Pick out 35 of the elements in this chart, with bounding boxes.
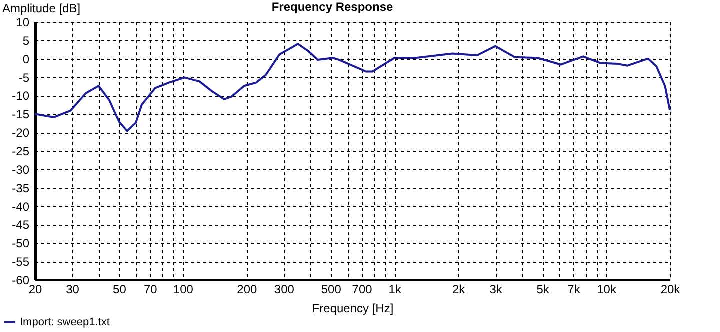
x-tick-label: 200 <box>237 282 258 296</box>
y-tick-label: -10 <box>12 89 30 104</box>
x-tick-label: 10k <box>597 282 618 296</box>
y-tick-label: -5 <box>18 70 30 85</box>
x-tick-label: 5k <box>536 282 550 296</box>
y-tick-label: 10 <box>16 16 30 30</box>
x-tick-label: 500 <box>321 282 342 296</box>
y-tick-label: -40 <box>12 200 30 214</box>
y-tick-label: -60 <box>12 274 30 288</box>
y-tick-label: 0 <box>22 52 30 66</box>
chart-title: Frequency Response <box>272 0 394 14</box>
legend-label: Import: sweep1.txt <box>20 316 110 328</box>
x-axis-title: Frequency [Hz] <box>312 302 394 316</box>
x-tick-label: 3k <box>490 282 504 296</box>
x-tick-label: 30 <box>66 282 80 296</box>
x-tick-label: 700 <box>352 282 373 296</box>
y-tick-label: -50 <box>12 236 30 251</box>
x-tick-label: 50 <box>113 282 127 296</box>
y-tick-label: -55 <box>12 255 30 270</box>
x-tick-label: 20 <box>28 282 42 296</box>
y-tick-label: 5 <box>22 34 30 48</box>
x-tick-label: 100 <box>173 282 194 296</box>
y-axis-title: Amplitude [dB] <box>2 2 81 16</box>
y-tick-label: -45 <box>12 218 30 232</box>
x-tick-label: 1k <box>388 282 402 296</box>
y-tick-label: -25 <box>12 144 30 158</box>
x-tick-label: 300 <box>274 282 295 296</box>
y-tick-label: -20 <box>12 126 30 140</box>
x-tick-label: 20k <box>660 282 682 296</box>
y-tick-label: -35 <box>12 181 30 196</box>
x-tick-label: 7k <box>568 282 582 296</box>
y-tick-label: -30 <box>12 162 30 177</box>
x-tick-label: 70 <box>144 282 158 296</box>
x-tick-label: 2k <box>452 282 466 296</box>
y-tick-label: -15 <box>12 108 30 122</box>
